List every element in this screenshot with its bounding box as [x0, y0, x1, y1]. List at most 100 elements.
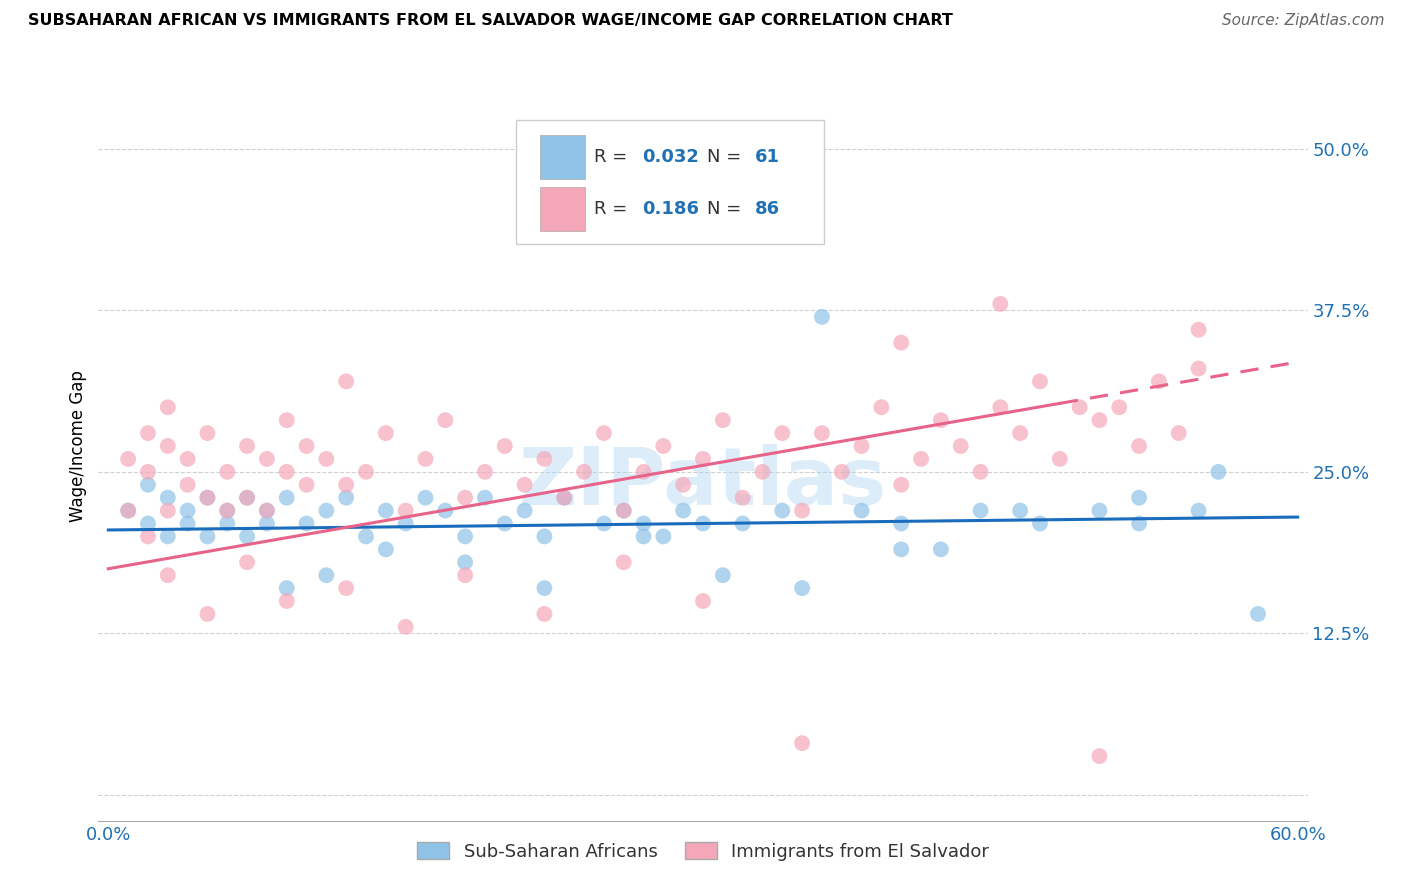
Point — [890, 516, 912, 531]
Point — [969, 465, 991, 479]
Text: R =: R = — [595, 148, 638, 166]
Point — [156, 503, 179, 517]
Point — [1128, 491, 1150, 505]
Point — [295, 516, 318, 531]
Point — [929, 542, 952, 557]
Point — [533, 581, 555, 595]
Point — [474, 465, 496, 479]
Point — [335, 477, 357, 491]
Point — [1010, 503, 1032, 517]
Point — [652, 529, 675, 543]
Point — [1088, 749, 1111, 764]
Point — [335, 375, 357, 389]
Point — [613, 555, 636, 569]
Point — [217, 503, 239, 517]
Point — [988, 401, 1011, 415]
Point — [374, 503, 396, 517]
Point — [513, 503, 536, 517]
Point — [929, 413, 952, 427]
Point — [633, 516, 655, 531]
Point — [633, 465, 655, 479]
Point — [335, 581, 357, 595]
Point — [354, 529, 377, 543]
Point — [751, 465, 773, 479]
Point — [533, 529, 555, 543]
Point — [692, 516, 714, 531]
Point — [711, 568, 734, 582]
Point — [811, 310, 834, 324]
Point — [870, 401, 893, 415]
Point — [692, 594, 714, 608]
Point — [374, 542, 396, 557]
Point — [1187, 361, 1209, 376]
Point — [335, 491, 357, 505]
Point — [176, 477, 198, 491]
Point — [136, 465, 159, 479]
Point — [217, 503, 239, 517]
Point — [454, 568, 477, 582]
Point — [217, 516, 239, 531]
Point — [533, 607, 555, 621]
Point — [315, 568, 337, 582]
Text: R =: R = — [595, 200, 638, 218]
Legend: Sub-Saharan Africans, Immigrants from El Salvador: Sub-Saharan Africans, Immigrants from El… — [409, 835, 997, 868]
Point — [354, 465, 377, 479]
Point — [454, 529, 477, 543]
Point — [474, 491, 496, 505]
Point — [553, 491, 575, 505]
Point — [276, 581, 298, 595]
Point — [613, 503, 636, 517]
Point — [494, 516, 516, 531]
Point — [731, 516, 754, 531]
Text: N =: N = — [707, 200, 752, 218]
Point — [176, 451, 198, 466]
Point — [790, 736, 813, 750]
Point — [136, 516, 159, 531]
Point — [811, 426, 834, 441]
Point — [1069, 401, 1091, 415]
Point — [236, 529, 259, 543]
Point — [1167, 426, 1189, 441]
Y-axis label: Wage/Income Gap: Wage/Income Gap — [69, 370, 87, 522]
Point — [890, 477, 912, 491]
Point — [395, 516, 418, 531]
Point — [197, 491, 219, 505]
Point — [197, 491, 219, 505]
Point — [890, 335, 912, 350]
FancyBboxPatch shape — [540, 187, 585, 231]
Point — [949, 439, 972, 453]
Point — [136, 477, 159, 491]
Point — [969, 503, 991, 517]
Point — [572, 465, 595, 479]
Point — [1029, 375, 1052, 389]
Point — [910, 451, 932, 466]
Text: SUBSAHARAN AFRICAN VS IMMIGRANTS FROM EL SALVADOR WAGE/INCOME GAP CORRELATION CH: SUBSAHARAN AFRICAN VS IMMIGRANTS FROM EL… — [28, 13, 953, 29]
Point — [236, 491, 259, 505]
Point — [256, 503, 278, 517]
Point — [831, 465, 853, 479]
Point — [494, 439, 516, 453]
Point — [1108, 401, 1130, 415]
Point — [395, 620, 418, 634]
Point — [276, 594, 298, 608]
FancyBboxPatch shape — [516, 120, 824, 244]
Point — [295, 439, 318, 453]
Point — [790, 503, 813, 517]
Point — [315, 503, 337, 517]
Point — [1049, 451, 1071, 466]
Point — [295, 477, 318, 491]
Point — [1128, 439, 1150, 453]
Point — [711, 413, 734, 427]
Point — [731, 491, 754, 505]
Point — [692, 451, 714, 466]
Point — [454, 491, 477, 505]
Point — [236, 439, 259, 453]
Point — [197, 426, 219, 441]
Point — [197, 529, 219, 543]
Point — [1088, 503, 1111, 517]
Text: Source: ZipAtlas.com: Source: ZipAtlas.com — [1222, 13, 1385, 29]
Point — [136, 426, 159, 441]
Point — [276, 465, 298, 479]
Point — [256, 516, 278, 531]
Point — [236, 491, 259, 505]
